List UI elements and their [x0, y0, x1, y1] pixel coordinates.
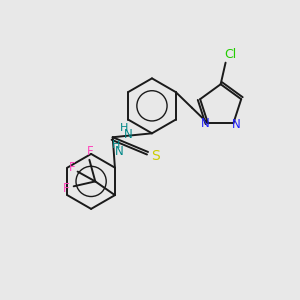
Text: H: H: [112, 140, 120, 150]
Text: H: H: [120, 123, 129, 134]
Text: N: N: [232, 118, 241, 131]
Text: F: F: [87, 146, 94, 158]
Text: F: F: [68, 161, 75, 174]
Text: N: N: [201, 117, 209, 130]
Text: Cl: Cl: [224, 48, 237, 61]
Text: S: S: [152, 149, 160, 163]
Text: N: N: [115, 145, 124, 158]
Text: F: F: [62, 182, 69, 195]
Text: N: N: [124, 128, 133, 141]
